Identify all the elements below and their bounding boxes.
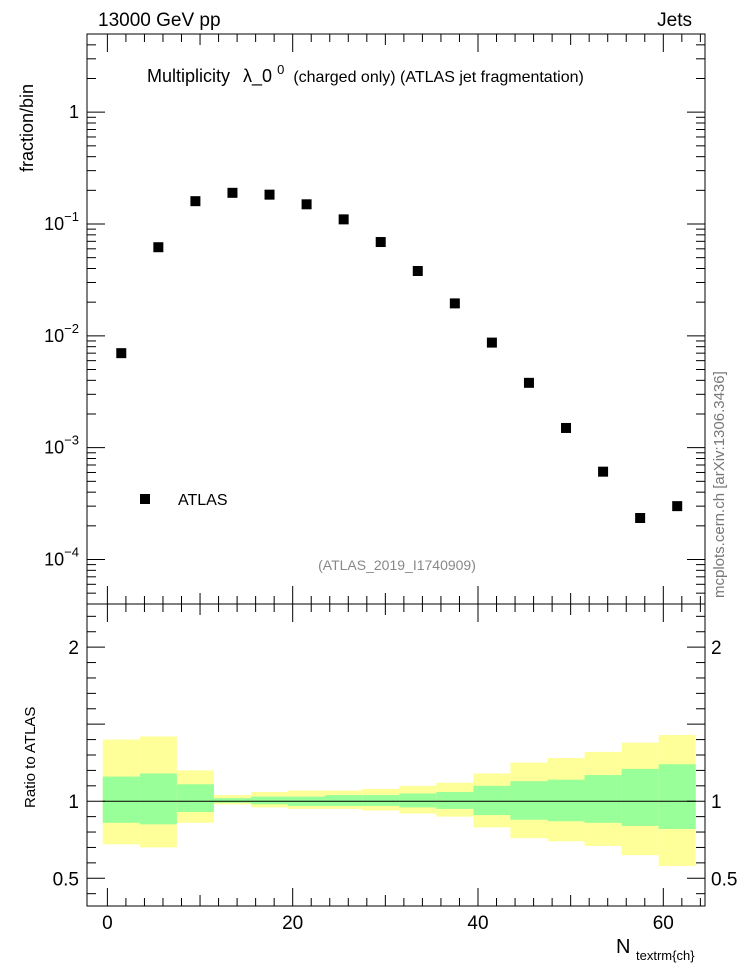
top-y-tick-label: 10−4 [44, 544, 79, 569]
data-point [190, 196, 201, 207]
bottom-axis-ticks: 0.5 0.51 12 20 20 40 60 [53, 604, 737, 934]
header-left: 13000 GeV pp [98, 10, 221, 31]
x-tick-label: 40 [467, 913, 488, 934]
data-point [412, 265, 423, 276]
ratio-y-tick-label-left: 1 [68, 792, 79, 813]
inner-band [658, 764, 696, 829]
inner-band [584, 775, 622, 823]
title-rest: (charged only) (ATLAS jet fragmentation) [293, 69, 584, 86]
data-point [264, 189, 275, 200]
top-y-tick-label: 10−1 [44, 209, 79, 234]
header-right: Jets [657, 10, 692, 31]
legend-marker [140, 494, 150, 504]
top-y-tick-label: 10−2 [44, 321, 79, 346]
inner-band [102, 776, 140, 823]
data-point [598, 466, 609, 477]
inner-band [213, 798, 251, 803]
title-main: Multiplicity [147, 66, 230, 86]
inner-band [362, 795, 400, 806]
ratio-y-tick-label-left: 2 [68, 638, 79, 659]
inner-band [325, 795, 363, 806]
side-watermark: mcplots.cern.ch [arXiv:1306.3436] [711, 371, 728, 598]
ratio-y-tick-label-right: 2 [711, 638, 722, 659]
data-point [116, 348, 127, 359]
top-y-axis-label: fraction/bin [17, 84, 37, 172]
top-y-tick-label: 1 [69, 102, 79, 122]
data-point [338, 214, 349, 225]
inner-band [250, 796, 289, 805]
data-point [523, 377, 534, 388]
inner-band [621, 768, 659, 826]
top-data-points [116, 187, 683, 523]
title-sup: 0 [277, 62, 284, 77]
inner-band [510, 781, 548, 820]
legend-label: ATLAS [178, 492, 228, 509]
data-point [635, 512, 646, 523]
data-point [227, 187, 238, 198]
inner-band [547, 779, 585, 822]
x-tick-label: 0 [102, 913, 113, 934]
ratio-y-tick-label-left: 0.5 [53, 869, 79, 890]
ratio-y-tick-label-right: 1 [711, 792, 722, 813]
ratio-bands [102, 734, 696, 866]
analysis-annotation: (ATLAS_2019_I1740909) [318, 557, 476, 573]
top-panel-frame [86, 33, 706, 605]
top-chart-title: Multiplicity λ_0 0 (charged only) (ATLAS… [147, 58, 584, 87]
top-axis-ticks: 10−4 10−3 10−2 10−1 1 [44, 33, 705, 605]
inner-band [399, 793, 437, 808]
top-y-tick-label: 10−3 [44, 433, 79, 458]
title-symbol: λ_0 [243, 66, 272, 87]
ratio-y-tick-label-right: 0.5 [711, 869, 737, 890]
inner-band [139, 773, 177, 825]
inner-band [473, 785, 511, 816]
x-axis-label: N textrm{ch} [616, 936, 695, 963]
x-label-sub: textrm{ch} [636, 948, 695, 963]
inner-band [176, 784, 214, 813]
data-point [449, 298, 460, 309]
data-point [486, 337, 497, 348]
data-point [153, 242, 164, 253]
data-point [561, 422, 572, 433]
data-point [672, 501, 683, 512]
data-point [375, 237, 386, 248]
x-tick-label: 20 [282, 913, 303, 934]
data-point [301, 199, 312, 210]
inner-band [436, 791, 474, 809]
x-tick-label: 60 [653, 913, 674, 934]
bottom-y-axis-label: Ratio to ATLAS [22, 707, 39, 808]
x-label-main: N [616, 936, 630, 958]
